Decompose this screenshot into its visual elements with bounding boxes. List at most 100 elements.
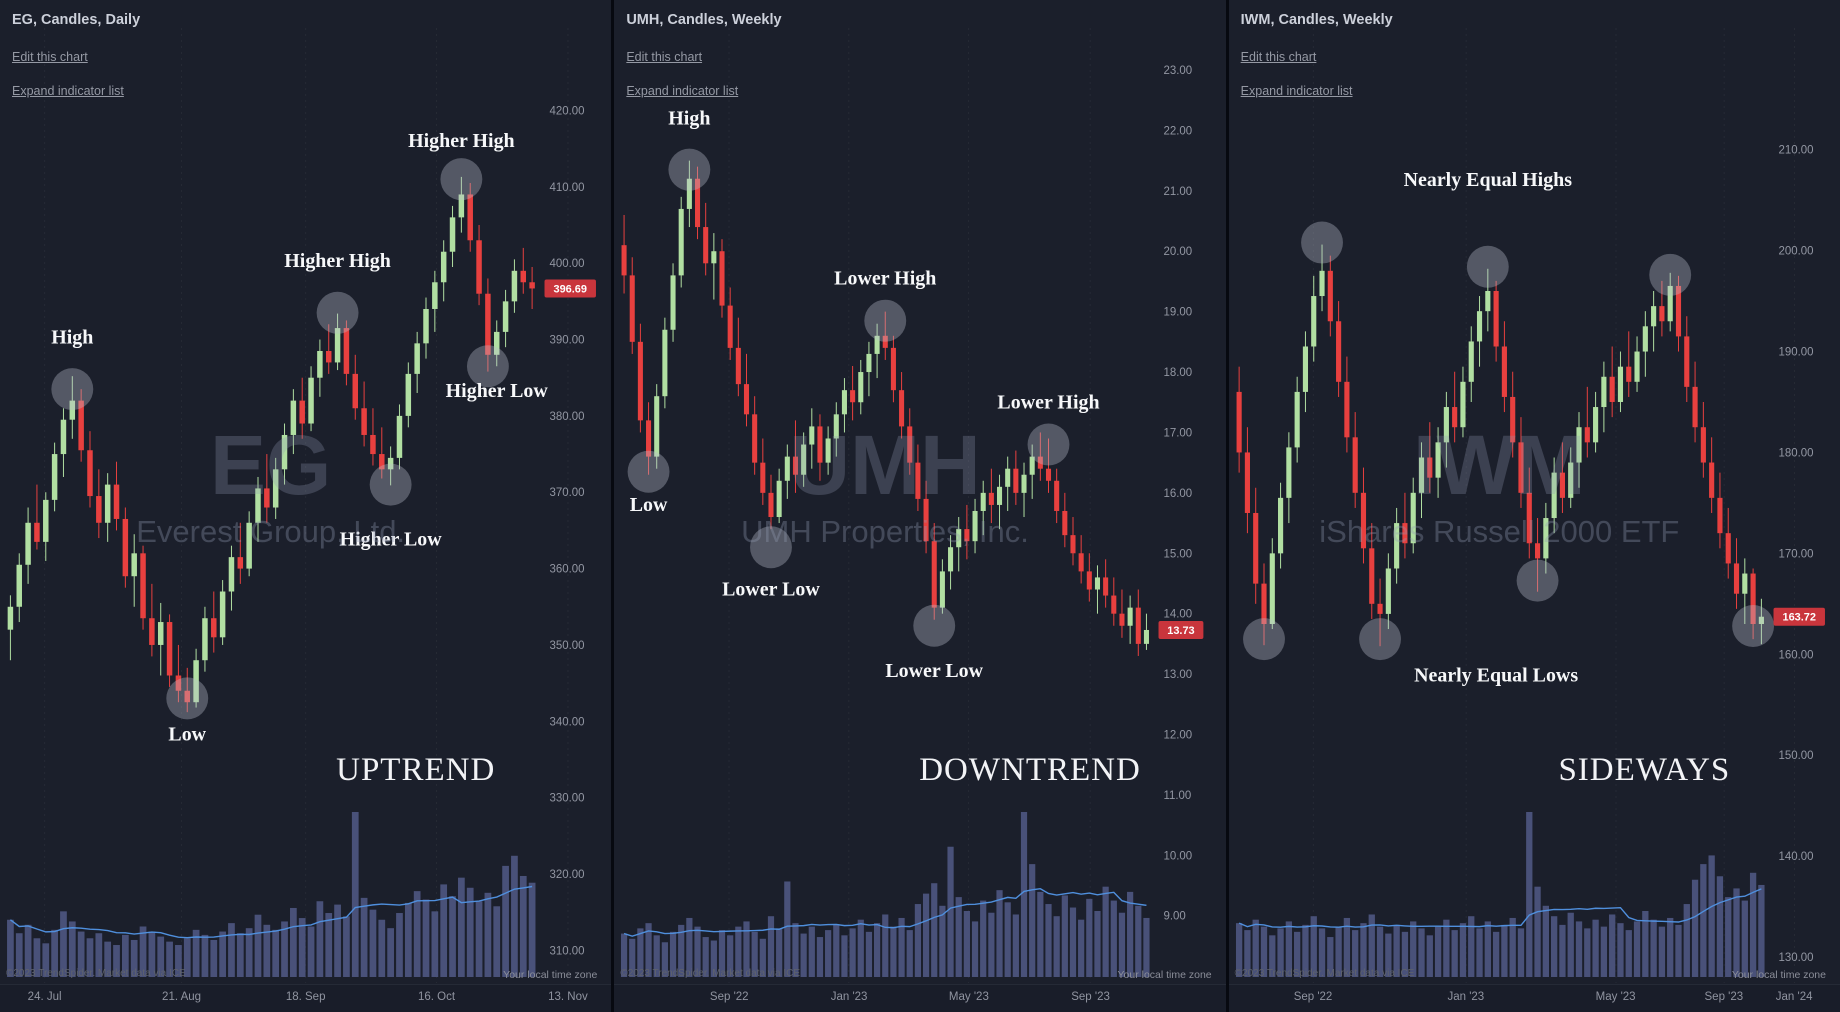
svg-text:163.72: 163.72 xyxy=(1782,612,1816,624)
svg-text:Lower Low: Lower Low xyxy=(722,579,820,601)
svg-text:15.00: 15.00 xyxy=(1164,548,1193,560)
copyright-notice: ©2023 TrendSpider. Market data via ICE xyxy=(1234,968,1415,979)
time-axis[interactable]: 24. Jul 21. Aug 18. Sep 16. Oct 13. Nov xyxy=(0,984,612,1012)
svg-text:High: High xyxy=(51,326,93,348)
price-axis: 420.00 410.00 400.00 390.00 380.00 370.00 360.… xyxy=(549,105,584,957)
time-axis-label: May '23 xyxy=(948,991,989,1003)
edit-chart-link[interactable]: Edit this chart xyxy=(12,50,88,64)
svg-text:18.00: 18.00 xyxy=(1164,367,1193,379)
svg-text:160.00: 160.00 xyxy=(1778,649,1813,661)
timezone-label: Your local time zone xyxy=(503,969,598,981)
svg-text:400.00: 400.00 xyxy=(549,258,584,270)
volume-bars xyxy=(621,812,1150,977)
volume-bars xyxy=(7,812,536,977)
last-price-badge: 163.72 xyxy=(1773,607,1825,626)
expand-indicator-list-link[interactable]: Expand indicator list xyxy=(1240,84,1353,98)
svg-text:High: High xyxy=(669,107,711,129)
time-axis[interactable]: Sep '22 Jan '23 May '23 Sep '23 xyxy=(614,984,1226,1012)
svg-text:14.00: 14.00 xyxy=(1164,609,1193,621)
candles-layer xyxy=(621,160,1150,656)
svg-text:Higher High: Higher High xyxy=(284,250,391,272)
candles-layer xyxy=(7,176,535,713)
time-axis-label: Sep '23 xyxy=(1071,991,1110,1003)
svg-text:13.00: 13.00 xyxy=(1164,669,1193,681)
svg-text:320.00: 320.00 xyxy=(549,869,584,881)
chart-panel-iwm: Nearly Equal Highs Nearly Equal Lows 210.0… xyxy=(1228,0,1840,1012)
last-price-badge: 13.73 xyxy=(1158,620,1204,639)
svg-text:420.00: 420.00 xyxy=(549,105,584,117)
svg-text:9.00: 9.00 xyxy=(1164,911,1186,923)
time-axis[interactable]: Sep '22 Jan '23 May '23 Sep '23 Jan '24 xyxy=(1228,984,1840,1012)
svg-text:23.00: 23.00 xyxy=(1164,65,1193,77)
expand-indicator-list-link[interactable]: Expand indicator list xyxy=(12,84,124,98)
time-axis-label: 21. Aug xyxy=(162,991,202,1003)
svg-text:Low: Low xyxy=(630,494,668,516)
chart-title: IWM, Candles, Weekly xyxy=(1240,12,1393,28)
time-axis-label: May '23 xyxy=(1595,991,1636,1003)
svg-text:380.00: 380.00 xyxy=(549,411,584,423)
trend-label: DOWNTREND xyxy=(919,752,1141,788)
time-axis-label: Sep '23 xyxy=(1704,991,1744,1003)
svg-text:370.00: 370.00 xyxy=(549,487,584,499)
svg-text:Higher Low: Higher Low xyxy=(446,380,549,402)
time-axis-label: Jan '24 xyxy=(1775,991,1813,1003)
volume-ma-line xyxy=(9,885,533,939)
svg-text:13.73: 13.73 xyxy=(1168,625,1195,637)
time-axis-label: Sep '22 xyxy=(1293,991,1333,1003)
gridlines xyxy=(728,28,1092,983)
svg-text:390.00: 390.00 xyxy=(549,335,584,347)
svg-text:10.00: 10.00 xyxy=(1164,850,1193,862)
swing-markers xyxy=(627,148,1070,647)
copyright-notice: ©2023 TrendSpider. Market data via ICE xyxy=(620,968,801,979)
svg-text:130.00: 130.00 xyxy=(1778,952,1813,964)
svg-text:190.00: 190.00 xyxy=(1778,347,1813,359)
svg-text:11.00: 11.00 xyxy=(1164,790,1192,802)
candles-layer xyxy=(1236,244,1764,647)
volume-bars xyxy=(1235,812,1765,977)
time-axis-label: Jan '23 xyxy=(1447,991,1485,1003)
svg-text:140.00: 140.00 xyxy=(1778,851,1813,863)
price-axis: 23.00 22.00 21.00 20.00 19.00 18.00 17.00 16.00… xyxy=(1164,65,1193,923)
time-axis-label: Sep '22 xyxy=(709,991,749,1003)
svg-text:12.00: 12.00 xyxy=(1164,729,1193,741)
volume-ma-line xyxy=(1238,888,1762,928)
annotations-layer: High Low Higher High Higher Low Higher High H… xyxy=(51,130,548,745)
expand-indicator-list-link[interactable]: Expand indicator list xyxy=(626,84,739,98)
svg-text:310.00: 310.00 xyxy=(549,945,584,957)
time-axis-label: 24. Jul xyxy=(27,991,62,1003)
svg-text:Low: Low xyxy=(168,723,206,745)
svg-text:170.00: 170.00 xyxy=(1778,548,1813,560)
price-axis: 210.00 200.00 190.00 180.00 170.00 160.00 150.… xyxy=(1778,145,1813,964)
time-axis-label: 13. Nov xyxy=(548,991,588,1003)
svg-text:19.00: 19.00 xyxy=(1164,307,1193,319)
svg-text:22.00: 22.00 xyxy=(1164,125,1193,137)
svg-text:Nearly Equal Lows: Nearly Equal Lows xyxy=(1414,664,1578,686)
svg-text:360.00: 360.00 xyxy=(549,564,584,576)
svg-text:330.00: 330.00 xyxy=(549,793,584,805)
timezone-label: Your local time zone xyxy=(1731,969,1826,981)
annotations-layer: High Low Lower Low Lower High Lower Low Lower… xyxy=(630,107,1100,682)
candlestick-chart-umh[interactable]: High Low Lower Low Lower High Lower Low Lower… xyxy=(614,0,1225,1012)
swing-markers xyxy=(51,158,509,720)
gridlines xyxy=(44,28,569,983)
svg-text:340.00: 340.00 xyxy=(549,716,584,728)
svg-text:Higher High: Higher High xyxy=(408,130,515,152)
trend-label: UPTREND xyxy=(336,752,496,788)
svg-text:410.00: 410.00 xyxy=(549,182,584,194)
annotations-layer: Nearly Equal Highs Nearly Equal Lows xyxy=(1403,169,1578,686)
trend-label: SIDEWAYS xyxy=(1558,752,1731,788)
svg-text:17.00: 17.00 xyxy=(1164,427,1193,439)
svg-text:Nearly Equal Highs: Nearly Equal Highs xyxy=(1403,169,1572,191)
swing-markers xyxy=(1242,221,1774,661)
svg-text:150.00: 150.00 xyxy=(1778,750,1813,762)
chart-panel-umh: High Low Lower Low Lower High Lower Low Lower… xyxy=(614,0,1226,1012)
svg-text:396.69: 396.69 xyxy=(553,283,587,295)
candlestick-chart-eg[interactable]: High Low Higher High Higher Low Higher High H… xyxy=(0,0,611,1012)
svg-text:Higher Low: Higher Low xyxy=(340,529,443,551)
edit-chart-link[interactable]: Edit this chart xyxy=(1240,50,1317,64)
candlestick-chart-iwm[interactable]: Nearly Equal Highs Nearly Equal Lows 210.0… xyxy=(1229,0,1840,1012)
svg-text:210.00: 210.00 xyxy=(1778,145,1813,157)
svg-text:180.00: 180.00 xyxy=(1778,447,1813,459)
svg-text:350.00: 350.00 xyxy=(549,640,584,652)
edit-chart-link[interactable]: Edit this chart xyxy=(626,50,703,64)
